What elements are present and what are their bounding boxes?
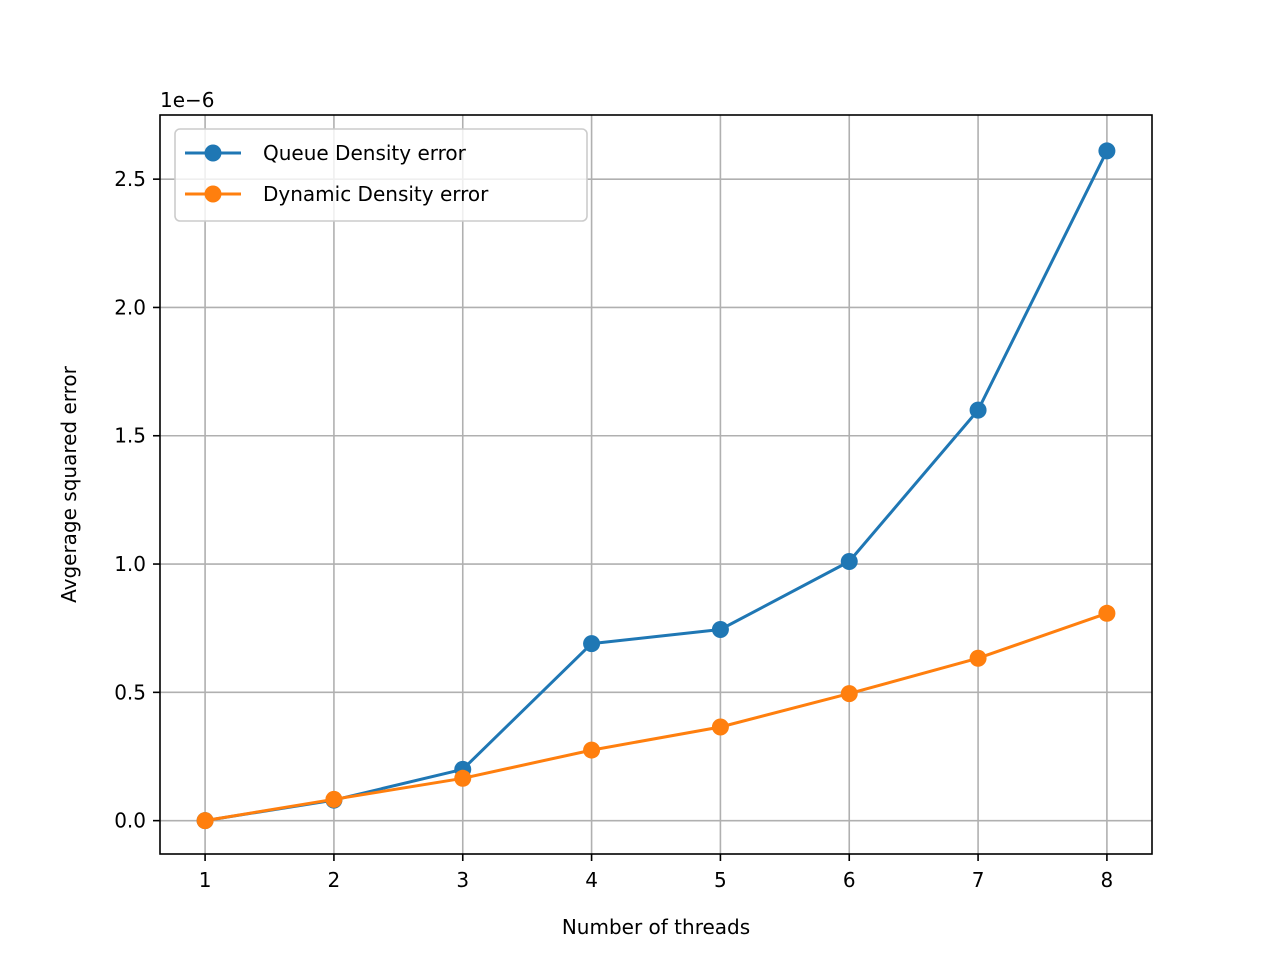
x-tick-label: 7	[972, 868, 985, 892]
data-point	[583, 635, 601, 653]
data-point	[711, 620, 729, 638]
legend-label: Queue Density error	[263, 141, 467, 165]
tick-layer: 1 2 3 4 5 6 7 8 0.0 0.5 1.0 1.5 2.0 2.5	[114, 167, 1113, 892]
data-point	[325, 790, 343, 808]
series-layer	[196, 142, 1116, 830]
x-tick-label: 3	[456, 868, 469, 892]
data-point	[840, 552, 858, 570]
series-line	[204, 611, 1108, 823]
legend-marker	[204, 185, 222, 203]
data-point	[969, 649, 987, 667]
legend-box	[174, 128, 588, 222]
x-axis-label: Number of threads	[562, 915, 750, 939]
x-tick-label: 1	[199, 868, 212, 892]
y-tick-label: 0.5	[114, 680, 146, 704]
series-line	[204, 150, 1109, 823]
y-offset-label: 1e−6	[160, 88, 215, 112]
legend-item: Queue Density error	[185, 141, 467, 165]
legend-label: Dynamic Density error	[263, 182, 489, 206]
series-2	[196, 604, 1116, 830]
y-tick-label: 0.0	[114, 809, 146, 833]
y-axis-label: Avgerage squared error	[57, 365, 81, 603]
y-tick-label: 2.5	[114, 167, 146, 191]
data-point	[969, 401, 987, 419]
x-tick-label: 5	[714, 868, 727, 892]
y-tick-label: 2.0	[114, 295, 146, 319]
data-point	[1098, 142, 1116, 160]
x-tick-label: 2	[328, 868, 341, 892]
grid-layer	[160, 115, 1152, 854]
y-tick-label: 1.0	[114, 552, 146, 576]
data-point	[583, 741, 601, 759]
data-point	[1098, 604, 1116, 622]
plot-frame	[159, 114, 1153, 855]
y-tick-label: 1.5	[114, 424, 146, 448]
data-point	[711, 718, 729, 736]
legend: Queue Density error Dynamic Density error	[174, 128, 588, 222]
data-point	[454, 769, 472, 787]
x-tick-label: 8	[1101, 868, 1114, 892]
legend-item: Dynamic Density error	[185, 182, 489, 206]
x-tick-label: 6	[843, 868, 856, 892]
data-point	[196, 812, 214, 830]
x-tick-label: 4	[585, 868, 598, 892]
legend-marker	[204, 144, 222, 162]
data-point	[840, 685, 858, 703]
